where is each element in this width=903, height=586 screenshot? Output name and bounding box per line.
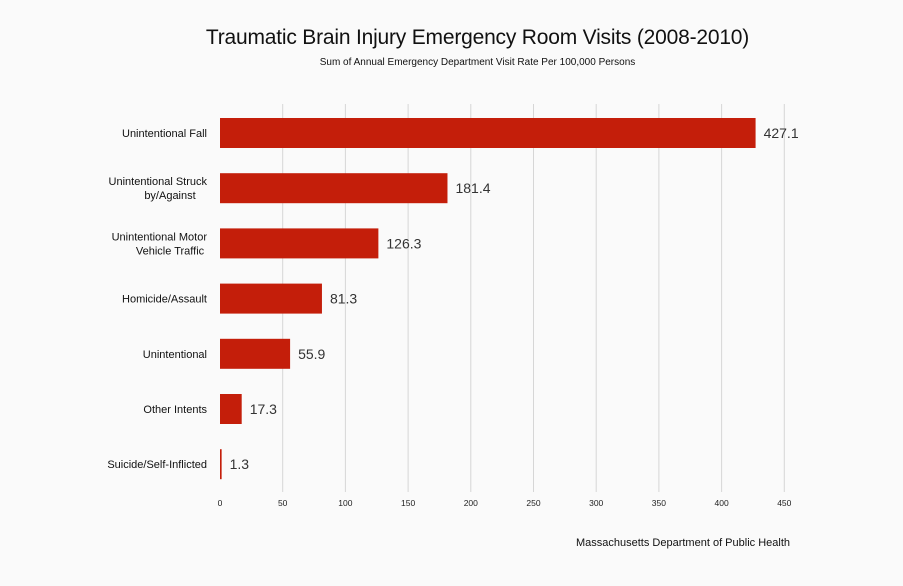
category-label: Homicide/Assault (122, 294, 207, 306)
bar (220, 338, 291, 369)
data-label: 181.4 (455, 180, 490, 196)
bar (220, 118, 756, 148)
x-tick-label: 50 (278, 498, 288, 508)
data-label: 427.1 (764, 125, 799, 141)
x-tick-label: 300 (589, 498, 603, 508)
x-tick-label: 200 (464, 498, 478, 508)
category-label: Other Intents (143, 404, 207, 416)
category-label: Unintentional Fall (122, 128, 207, 140)
category-label: Unintentional Struck by/Against (109, 176, 208, 202)
source-note: Massachusetts Department of Public Healt… (576, 537, 790, 549)
category-label: Suicide/Self-Inflicted (107, 459, 207, 471)
x-tick-label: 150 (401, 498, 415, 508)
bar (220, 394, 242, 424)
bar (220, 228, 379, 259)
bar (220, 283, 322, 314)
data-label: 1.3 (230, 456, 250, 472)
data-label: 17.3 (250, 401, 277, 417)
chart-title: Traumatic Brain Injury Emergency Room Vi… (205, 26, 750, 49)
bar (220, 173, 448, 204)
bar (220, 449, 222, 480)
category-label: Unintentional (143, 349, 207, 361)
data-label: 55.9 (298, 346, 325, 362)
x-tick-label: 100 (338, 498, 352, 508)
data-label: 81.3 (330, 291, 357, 307)
x-tick-label: 400 (715, 498, 729, 508)
data-label: 126.3 (386, 235, 421, 251)
x-tick-label: 0 (218, 498, 223, 508)
x-tick-label: 250 (526, 498, 540, 508)
x-tick-label: 450 (777, 498, 791, 508)
category-label: Unintentional Motor Vehicle Traffic (112, 231, 208, 257)
x-tick-label: 350 (652, 498, 666, 508)
chart-subtitle: Sum of Annual Emergency Department Visit… (319, 57, 636, 68)
